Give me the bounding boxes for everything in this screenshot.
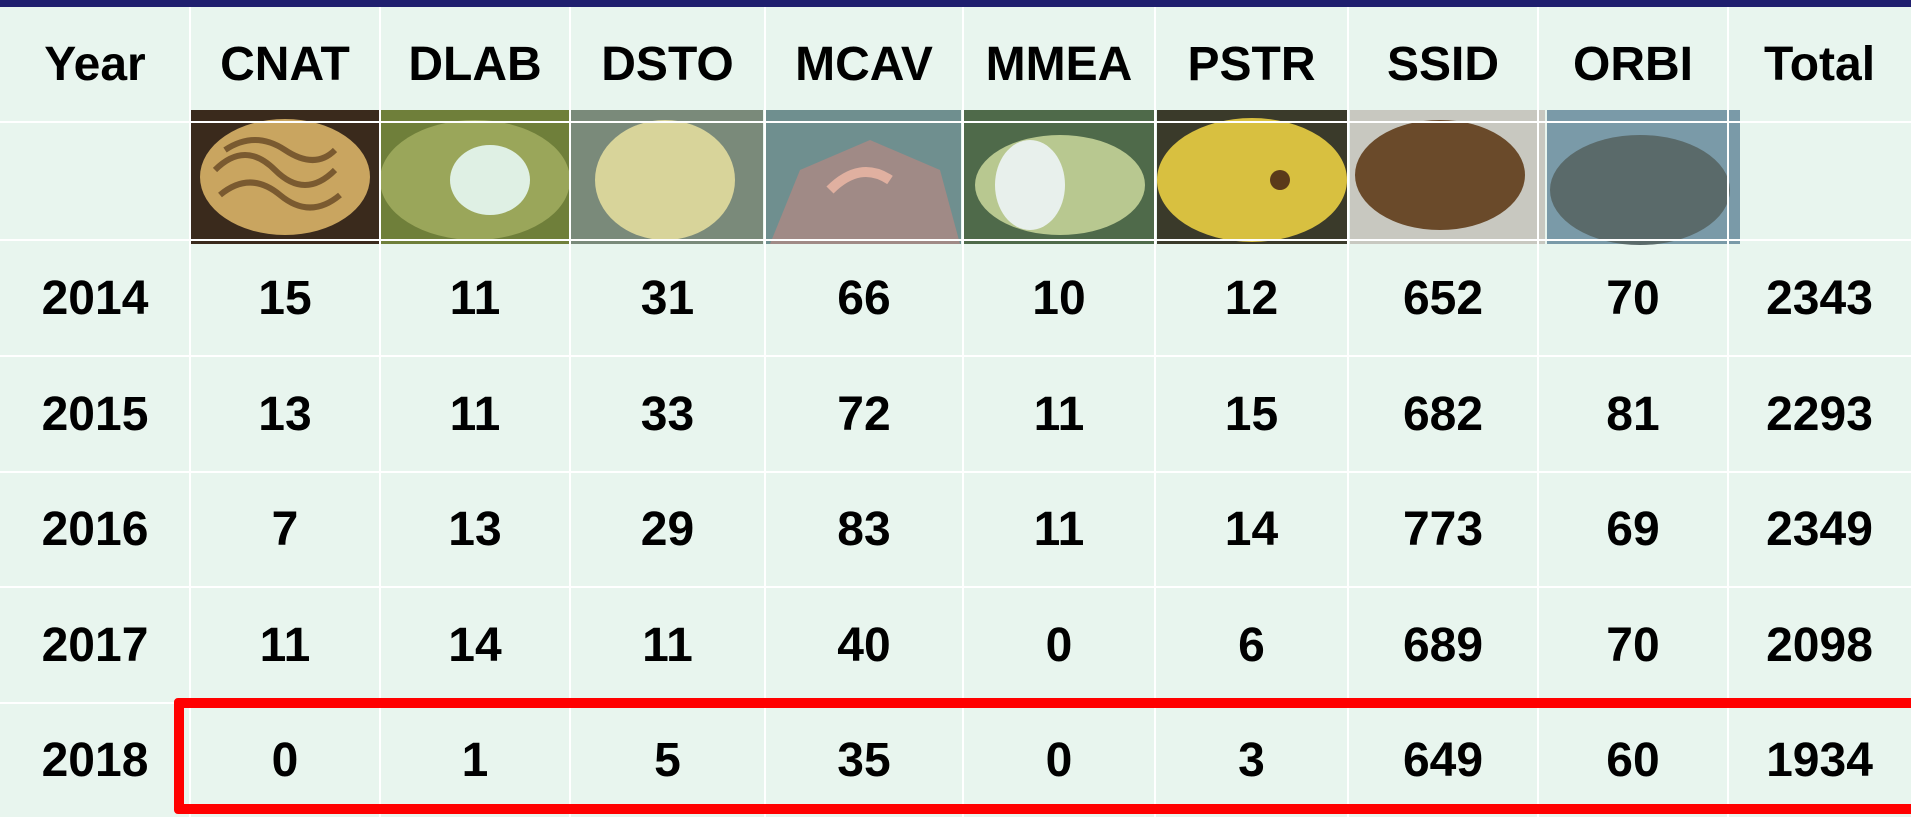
highlight-box	[174, 698, 1911, 814]
grid-line	[569, 7, 571, 817]
data-cell: 11	[1033, 503, 1085, 556]
photo-mcav	[765, 110, 961, 244]
data-cell: 14	[448, 618, 502, 672]
grid-line	[1154, 7, 1156, 817]
data-cell: 11	[642, 618, 693, 672]
photo-dsto	[570, 110, 763, 244]
grid-line	[0, 586, 1911, 588]
data-cell: 15	[1224, 387, 1279, 441]
data-cell: 11	[449, 271, 501, 325]
data-cell: 2016	[41, 503, 149, 556]
grid-line	[1347, 7, 1349, 817]
photo-cnat	[190, 110, 380, 244]
data-cell: 13	[258, 387, 312, 441]
grid-line	[1537, 7, 1539, 817]
data-cell: 10	[1032, 271, 1086, 325]
data-cell: 682	[1402, 387, 1484, 441]
photo-pstr	[1157, 110, 1348, 244]
data-cell: 11	[259, 618, 311, 672]
grid-line	[189, 7, 191, 817]
grid-line	[0, 239, 1911, 241]
grid-line	[0, 355, 1911, 357]
grid-line	[0, 121, 1911, 123]
data-cell: 13	[448, 503, 502, 556]
data-cell: 2017	[41, 618, 149, 672]
header-cell: MCAV	[795, 38, 933, 91]
header-cell: CNAT	[220, 38, 350, 91]
data-cell: 11	[1033, 387, 1085, 441]
header-cell: MMEA	[985, 38, 1133, 91]
data-cell: 29	[640, 503, 695, 556]
data-cell: 2015	[41, 387, 149, 441]
data-cell: 2293	[1766, 387, 1873, 441]
header-cell: Total	[1763, 38, 1876, 91]
grid-line	[0, 471, 1911, 473]
data-cell: 1934	[1766, 733, 1873, 787]
data-cell: 773	[1402, 503, 1484, 556]
data-cell: 649	[1402, 733, 1484, 787]
data-cell: 2018	[41, 733, 149, 787]
data-cell: 15	[258, 271, 312, 325]
data-cell: 83	[837, 503, 891, 556]
photo-mmea	[963, 110, 1155, 244]
top-bar	[0, 0, 1911, 7]
grid-line	[1727, 7, 1729, 817]
photo-dlab	[380, 110, 570, 244]
data-cell: 1	[461, 733, 489, 787]
grid-line	[764, 7, 766, 817]
data-cell: 60	[1606, 733, 1660, 787]
data-cell: 31	[640, 271, 695, 325]
header-cell: PSTR	[1187, 38, 1316, 91]
data-cell: 14	[1224, 503, 1279, 556]
photo-ssid	[1350, 110, 1545, 244]
data-cell: 5	[654, 733, 681, 787]
data-cell: 7	[271, 503, 299, 556]
data-cell: 66	[837, 271, 891, 325]
data-cell: 12	[1224, 271, 1279, 325]
data-cell: 33	[640, 387, 695, 441]
data-cell: 6	[1238, 618, 1265, 672]
header-cell: DSTO	[601, 38, 734, 91]
data-cell: 2098	[1766, 618, 1873, 672]
header-cell: DLAB	[408, 38, 542, 91]
data-cell: 0	[1045, 733, 1073, 787]
data-cell: 81	[1606, 387, 1660, 441]
data-cell: 40	[837, 618, 891, 672]
data-cell: 3	[1238, 733, 1265, 787]
data-cell: 0	[1045, 618, 1073, 672]
data-cell: 35	[837, 733, 891, 787]
data-cell: 11	[449, 387, 501, 441]
grid-line	[379, 7, 381, 817]
photo-orbi	[1547, 110, 1740, 245]
data-cell: 72	[837, 387, 891, 441]
header-cell: SSID	[1386, 38, 1500, 91]
data-cell: 0	[271, 733, 299, 787]
data-cell: 2014	[41, 271, 149, 325]
data-cell: 70	[1606, 618, 1660, 672]
header-cell: Year	[44, 38, 146, 91]
data-cell: 70	[1606, 271, 1660, 325]
data-cell: 652	[1402, 271, 1484, 325]
grid-line	[962, 7, 964, 817]
header-cell: ORBI	[1573, 38, 1693, 91]
data-cell: 689	[1402, 618, 1484, 672]
data-cell: 69	[1606, 503, 1660, 556]
data-cell: 2343	[1766, 271, 1873, 325]
data-cell: 2349	[1766, 503, 1873, 556]
